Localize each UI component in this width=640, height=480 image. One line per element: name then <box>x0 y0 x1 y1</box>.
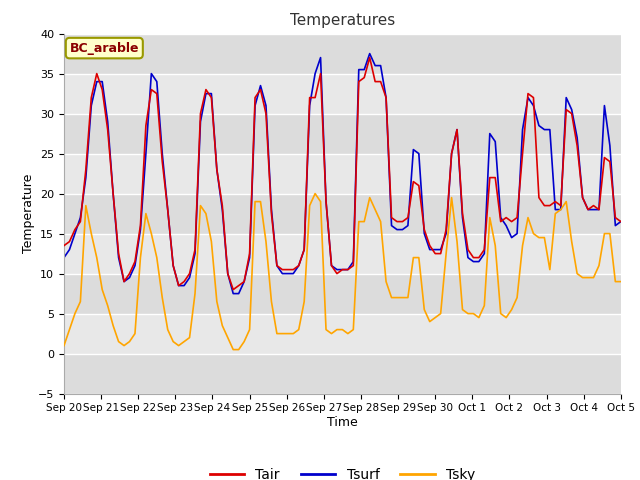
X-axis label: Time: Time <box>327 416 358 429</box>
Bar <box>64 114 621 154</box>
Title: Temperatures: Temperatures <box>290 13 395 28</box>
Bar <box>64 34 621 73</box>
Bar <box>64 354 621 394</box>
Bar <box>64 234 621 274</box>
Bar <box>64 73 621 114</box>
Bar <box>64 313 621 354</box>
Bar <box>64 193 621 234</box>
Text: BC_arable: BC_arable <box>70 42 139 55</box>
Bar <box>64 154 621 193</box>
Y-axis label: Temperature: Temperature <box>22 174 35 253</box>
Legend: Tair, Tsurf, Tsky: Tair, Tsurf, Tsky <box>204 462 481 480</box>
Bar <box>64 274 621 313</box>
